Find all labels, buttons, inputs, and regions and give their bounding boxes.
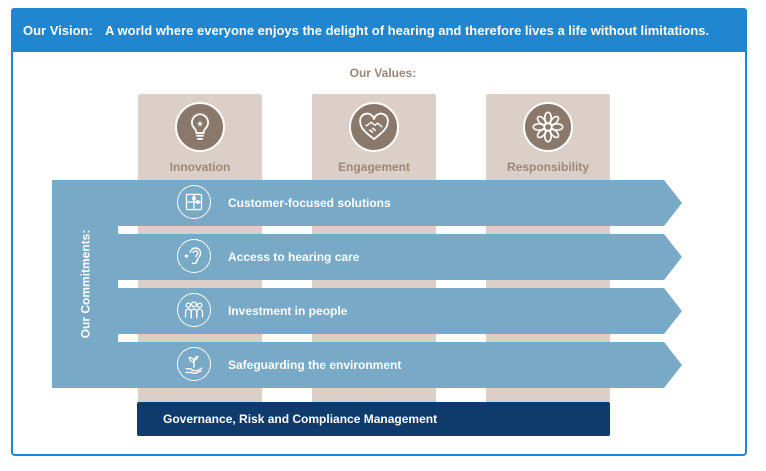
svg-text:★: ★ — [196, 119, 203, 129]
vision-label: Our Vision: — [23, 22, 93, 38]
value-label-engagement: Engagement — [337, 160, 410, 174]
governance-bar: Governance, Risk and Compliance Manageme… — [137, 402, 610, 436]
values-title: Our Values: — [349, 66, 417, 80]
plant-hand-icon — [177, 347, 211, 381]
commitment-label: Customer-focused solutions — [228, 196, 391, 210]
vision-banner: Our Vision: A world where everyone enjoy… — [11, 8, 747, 52]
value-label-responsibility: Responsibility — [506, 160, 589, 174]
commitment-arrow-hearing-care: Access to hearing care — [52, 234, 682, 280]
commitment-arrow-customer-focused: Customer-focused solutions — [52, 180, 682, 226]
commitment-arrow-people: Investment in people — [52, 288, 682, 334]
commitment-label: Access to hearing care — [228, 250, 360, 264]
commitment-label: Safeguarding the environment — [228, 358, 402, 372]
flower-icon — [523, 102, 573, 152]
handshake-heart-icon — [349, 102, 399, 152]
vision-statement: A world where everyone enjoys the deligh… — [105, 22, 710, 38]
puzzle-icon — [177, 185, 211, 219]
commitments-label: Our Commitments: — [78, 229, 92, 339]
value-label-innovation: Innovation — [169, 160, 231, 174]
commitments-label-box: Our Commitments: — [52, 180, 118, 388]
lightbulb-icon: ★ — [175, 102, 225, 152]
commitment-arrow-environment: Safeguarding the environment — [52, 342, 682, 388]
ear-icon — [177, 239, 211, 273]
commitment-label: Investment in people — [228, 304, 348, 318]
people-icon — [177, 293, 211, 327]
